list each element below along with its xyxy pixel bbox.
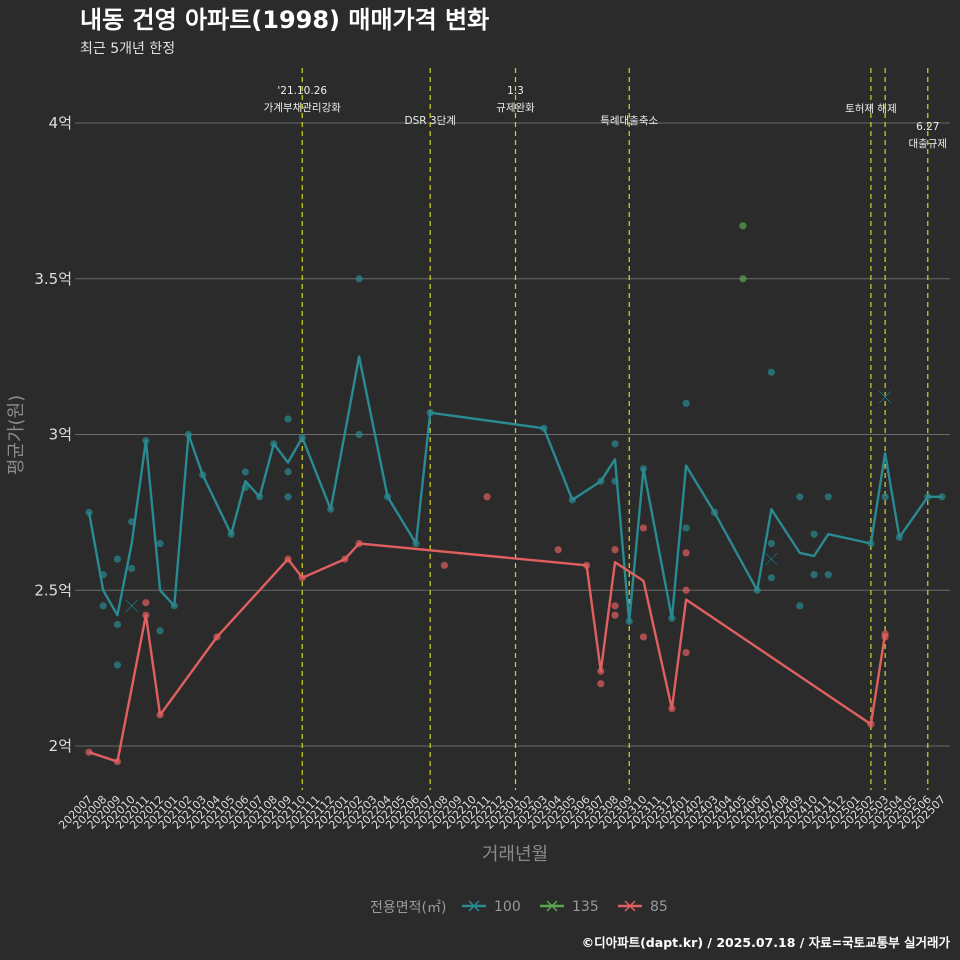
y-tick-label: 3억	[49, 426, 72, 444]
point-85	[554, 546, 562, 554]
point-85	[597, 680, 605, 688]
point-85	[440, 561, 449, 569]
point-100	[767, 574, 776, 582]
chart-title: 내동 건영 아파트(1998) 매매가격 변화	[80, 6, 489, 34]
point-100	[682, 399, 690, 407]
point-100	[85, 508, 93, 516]
legend-title: 전용면적(㎡)	[370, 900, 446, 916]
point-135	[739, 275, 747, 283]
point-85	[639, 524, 648, 532]
event-label: 1.3	[507, 85, 524, 97]
event-label: 규제완화	[496, 101, 535, 114]
point-100	[113, 555, 122, 563]
x-axis-title: 거래년월	[482, 844, 548, 865]
point-100	[810, 571, 818, 579]
event-label: 토허제 해제	[845, 102, 897, 115]
point-85	[639, 633, 648, 641]
point-100	[767, 368, 776, 376]
point-100	[682, 524, 690, 532]
point-85	[483, 493, 491, 501]
y-tick-label: 4억	[49, 114, 72, 132]
point-135	[739, 222, 747, 230]
point-100	[810, 530, 818, 538]
y-tick-label: 2억	[49, 737, 72, 755]
point-100	[113, 620, 122, 629]
y-axis-ticks: 2억 2.5억 3억 3.5억 4억	[34, 114, 72, 755]
point-100	[284, 493, 292, 501]
point-100	[284, 415, 292, 423]
event-label: 6.27	[916, 121, 939, 133]
point-100	[156, 627, 164, 635]
point-100	[99, 602, 107, 610]
line-100	[87, 355, 942, 623]
legend-label: 100	[494, 899, 521, 915]
legend-label: 135	[572, 899, 599, 915]
point-100	[156, 539, 164, 548]
legend-label: 85	[650, 899, 668, 915]
point-85	[611, 546, 619, 554]
point-100	[796, 493, 804, 501]
legend-key-mark	[546, 900, 558, 912]
legend-key-mark	[624, 900, 636, 912]
legend: 전용면적(㎡) 100 135 85	[370, 899, 668, 916]
y-axis-title: 평균가(원)	[6, 395, 27, 475]
event-label: 대출규제	[908, 138, 947, 150]
point-85	[611, 602, 619, 610]
point-100	[824, 493, 832, 501]
grid-lines	[75, 122, 950, 747]
cancel-mark	[765, 552, 778, 566]
event-label: 가계부채관리강화	[264, 102, 342, 114]
line-85	[88, 542, 887, 763]
point-100	[796, 602, 804, 610]
y-tick-label: 2.5억	[34, 581, 72, 599]
cancel-mark	[878, 390, 892, 404]
cancel-mark	[125, 599, 138, 613]
event-label: '21.10.26	[277, 85, 327, 97]
point-85	[682, 549, 690, 557]
point-100	[824, 571, 832, 579]
point-100	[241, 468, 249, 476]
point-100	[284, 468, 292, 476]
data-series	[85, 222, 946, 766]
chart-subtitle: 최근 5개년 한정	[80, 41, 175, 57]
point-100	[881, 493, 889, 501]
point-100	[767, 539, 776, 548]
point-85	[611, 611, 619, 619]
point-100	[113, 661, 122, 669]
point-100	[611, 440, 619, 448]
event-label: DSR 3단계	[405, 115, 456, 127]
point-100	[355, 275, 363, 283]
point-85	[682, 586, 690, 594]
x-axis-ticks: 2020072020082020092020102020112020122021…	[56, 793, 948, 832]
point-100	[355, 430, 363, 439]
event-label: 특례대출축소	[600, 115, 658, 127]
legend-key-mark	[468, 900, 480, 912]
y-tick-label: 3.5억	[34, 270, 72, 288]
chart-caption: ©디아파트(dapt.kr) / 2025.07.18 / 자료=국토교통부 실…	[582, 935, 951, 950]
point-85	[142, 599, 150, 607]
point-100	[128, 564, 136, 573]
point-85	[682, 648, 690, 657]
